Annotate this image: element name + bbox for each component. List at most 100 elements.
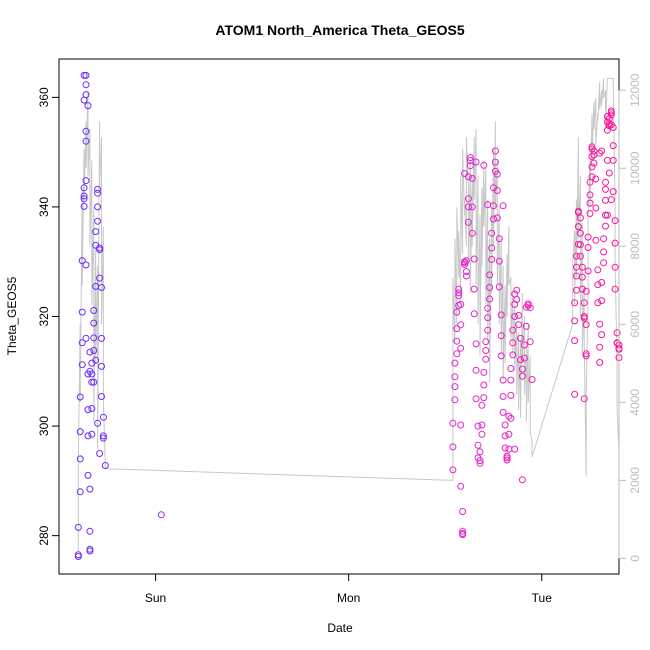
data-point xyxy=(609,142,617,150)
data-point xyxy=(92,228,100,236)
data-point xyxy=(503,456,511,464)
chart-title: ATOM1 North_America Theta_GEOS5 xyxy=(215,22,464,38)
data-point xyxy=(451,359,459,367)
data-point xyxy=(582,321,590,329)
data-point xyxy=(476,459,484,467)
data-point xyxy=(478,401,486,409)
data-point xyxy=(74,523,82,531)
data-point xyxy=(98,284,105,291)
y-tick-label-right: 2000 xyxy=(628,467,642,494)
data-point xyxy=(493,170,501,178)
secondary-series-line xyxy=(77,78,620,551)
data-point xyxy=(499,393,507,400)
data-point xyxy=(524,302,532,309)
data-point xyxy=(526,304,534,312)
y-tick-label-right: 6000 xyxy=(628,311,642,338)
data-point xyxy=(96,450,104,457)
data-point xyxy=(600,248,608,256)
data-point xyxy=(486,295,494,303)
data-point xyxy=(491,147,499,155)
data-point xyxy=(602,211,609,219)
data-point xyxy=(488,256,496,263)
data-point xyxy=(453,325,461,333)
data-point xyxy=(88,378,96,386)
data-point xyxy=(605,169,613,177)
data-point xyxy=(449,419,457,427)
data-point xyxy=(96,274,104,282)
data-point xyxy=(82,71,90,79)
data-point xyxy=(499,408,507,416)
data-point xyxy=(80,71,88,79)
data-point xyxy=(582,352,590,360)
data-point xyxy=(466,154,474,162)
data-point xyxy=(509,351,517,359)
data-point xyxy=(94,185,102,193)
data-point xyxy=(84,102,92,110)
data-point xyxy=(468,229,476,237)
data-point xyxy=(82,81,90,89)
data-point xyxy=(499,376,507,384)
data-point xyxy=(468,174,476,182)
data-point xyxy=(517,334,524,342)
data-point xyxy=(459,508,467,515)
data-point xyxy=(464,195,472,203)
data-point xyxy=(505,430,513,438)
data-point xyxy=(459,527,467,535)
data-point xyxy=(586,199,594,207)
data-point xyxy=(495,283,503,291)
data-point xyxy=(474,441,482,449)
data-point xyxy=(611,263,619,271)
data-point xyxy=(518,476,526,484)
data-point xyxy=(609,156,617,164)
data-point xyxy=(90,378,98,386)
data-point xyxy=(491,158,499,166)
data-point xyxy=(453,308,461,316)
data-point xyxy=(470,285,478,293)
data-point xyxy=(576,214,584,222)
data-point xyxy=(613,329,621,337)
data-point xyxy=(462,257,470,265)
data-point xyxy=(484,304,492,312)
data-point xyxy=(86,348,94,356)
data-point xyxy=(449,466,457,474)
data-point xyxy=(596,343,604,351)
data-point xyxy=(490,215,497,223)
data-point xyxy=(90,334,98,342)
data-point xyxy=(472,395,480,403)
data-point xyxy=(573,252,580,260)
data-point xyxy=(84,406,92,414)
data-point xyxy=(82,91,90,99)
data-point xyxy=(596,320,604,328)
y-axis-left: 280 300 320 340 360 xyxy=(37,87,60,546)
data-point xyxy=(571,299,579,307)
data-point xyxy=(96,246,104,254)
data-point xyxy=(482,355,490,363)
data-point xyxy=(474,422,482,430)
data-point xyxy=(596,359,604,366)
y-tick-label-left: 360 xyxy=(37,87,51,107)
data-point xyxy=(576,229,584,237)
data-point xyxy=(457,482,465,490)
data-point xyxy=(76,455,84,463)
data-point xyxy=(488,244,496,252)
data-point xyxy=(101,462,109,469)
data-point xyxy=(598,147,606,155)
data-point xyxy=(574,223,582,231)
data-point xyxy=(611,217,619,225)
data-point xyxy=(472,366,480,374)
data-point xyxy=(602,185,609,193)
data-point xyxy=(501,432,509,440)
data-point xyxy=(449,443,457,451)
data-point xyxy=(457,344,465,352)
data-point xyxy=(588,143,596,151)
data-point xyxy=(501,444,509,452)
data-point xyxy=(459,531,467,539)
data-point xyxy=(462,268,470,276)
data-point xyxy=(90,319,98,327)
data-point xyxy=(600,235,608,243)
data-point xyxy=(598,297,606,305)
data-point xyxy=(451,373,459,381)
data-point xyxy=(513,286,521,294)
